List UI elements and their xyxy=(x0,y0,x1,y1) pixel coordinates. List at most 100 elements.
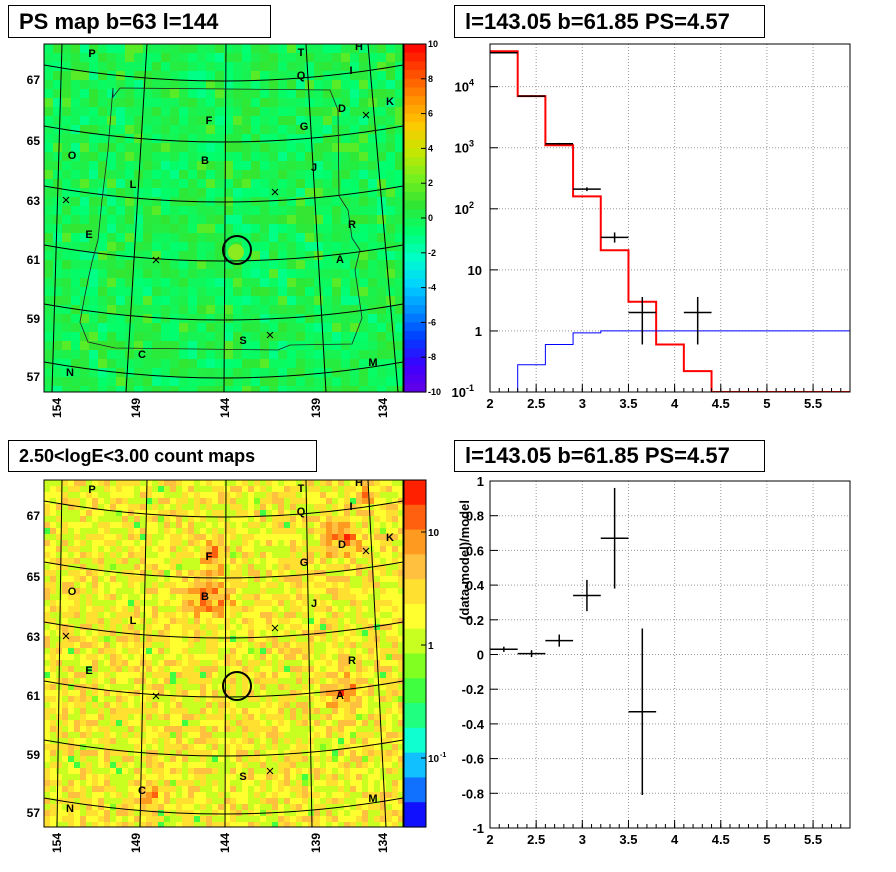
map-cell xyxy=(341,296,350,305)
map-cell xyxy=(128,564,134,570)
map-cell xyxy=(212,510,218,516)
map-cell xyxy=(323,170,332,179)
map-cell xyxy=(374,486,380,492)
map-cell xyxy=(284,600,290,606)
map-cell xyxy=(302,600,308,606)
map-cell xyxy=(260,558,266,564)
map-cell xyxy=(98,648,104,654)
map-cell xyxy=(80,62,89,71)
map-cell xyxy=(359,350,368,359)
map-cell xyxy=(110,702,116,708)
map-cell xyxy=(140,804,146,810)
map-cell xyxy=(278,134,287,143)
map-cell xyxy=(260,600,266,606)
map-cell xyxy=(362,792,368,798)
map-cell xyxy=(104,654,110,660)
map-cell xyxy=(80,732,86,738)
map-cell xyxy=(287,359,296,368)
map-cell xyxy=(80,642,86,648)
map-cell xyxy=(323,143,332,152)
map-cell xyxy=(284,654,290,660)
map-cell xyxy=(362,594,368,600)
map-cell xyxy=(287,215,296,224)
map-cell xyxy=(338,756,344,762)
map-cell xyxy=(332,368,341,377)
map-cell xyxy=(362,654,368,660)
map-cell xyxy=(236,630,242,636)
map-cell xyxy=(302,522,308,528)
map-cell xyxy=(152,251,161,260)
map-cell xyxy=(284,498,290,504)
map-cell xyxy=(188,594,194,600)
map-cell xyxy=(350,143,359,152)
map-cell xyxy=(302,546,308,552)
map-cell xyxy=(143,278,152,287)
map-cell xyxy=(314,492,320,498)
map-cell xyxy=(134,332,143,341)
map-cell xyxy=(89,287,98,296)
map-cell xyxy=(287,143,296,152)
map-cell xyxy=(152,498,158,504)
map-cell xyxy=(182,582,188,588)
map-cell xyxy=(152,702,158,708)
map-cell xyxy=(68,774,74,780)
map-cell xyxy=(278,296,287,305)
map-cell xyxy=(200,642,206,648)
map-cell xyxy=(350,792,356,798)
map-cell xyxy=(278,107,287,116)
map-cell xyxy=(392,498,398,504)
map-cell xyxy=(86,738,92,744)
map-cell xyxy=(200,780,206,786)
map-cell xyxy=(98,588,104,594)
map-cell xyxy=(158,540,164,546)
map-cell xyxy=(233,377,242,386)
map-cell xyxy=(341,368,350,377)
map-cell xyxy=(68,516,74,522)
map-cell xyxy=(350,516,356,522)
map-cell xyxy=(326,612,332,618)
map-cell xyxy=(206,588,212,594)
map-cell xyxy=(146,816,152,822)
map-cell xyxy=(326,516,332,522)
map-cell xyxy=(260,161,269,170)
map-cell xyxy=(98,89,107,98)
map-cell xyxy=(296,498,302,504)
map-cell xyxy=(176,636,182,642)
map-cell xyxy=(107,224,116,233)
map-cell xyxy=(338,552,344,558)
map-cell xyxy=(56,792,62,798)
map-cell xyxy=(314,666,320,672)
map-cell xyxy=(80,606,86,612)
map-cell xyxy=(104,504,110,510)
map-cell xyxy=(161,116,170,125)
map-cell xyxy=(107,143,116,152)
map-cell xyxy=(56,504,62,510)
map-cell xyxy=(287,332,296,341)
latitude-tick-label: 67 xyxy=(27,73,41,87)
map-cell xyxy=(302,624,308,630)
map-cell xyxy=(164,810,170,816)
map-cell xyxy=(71,359,80,368)
map-cell xyxy=(296,44,305,53)
map-cell xyxy=(158,720,164,726)
map-cell xyxy=(260,708,266,714)
map-cell xyxy=(56,816,62,822)
map-cell xyxy=(350,690,356,696)
map-cell xyxy=(215,359,224,368)
map-cell xyxy=(125,251,134,260)
map-cell xyxy=(287,233,296,242)
map-cell xyxy=(308,618,314,624)
map-cell xyxy=(197,161,206,170)
map-cell xyxy=(80,179,89,188)
map-cell xyxy=(176,570,182,576)
map-cell xyxy=(200,510,206,516)
map-cell xyxy=(356,756,362,762)
map-cell xyxy=(143,89,152,98)
map-cell xyxy=(182,786,188,792)
map-cell xyxy=(50,546,56,552)
map-cell xyxy=(380,702,386,708)
map-cell xyxy=(287,53,296,62)
map-cell xyxy=(248,810,254,816)
map-cell xyxy=(362,660,368,666)
